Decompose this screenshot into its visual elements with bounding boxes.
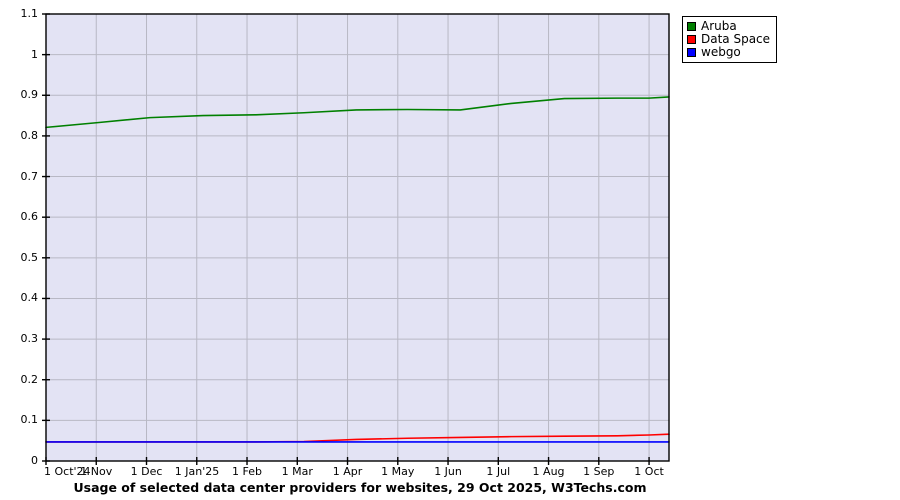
- y-axis-label: 0.3: [20, 332, 39, 346]
- y-axis-label: 0.8: [20, 128, 39, 142]
- x-axis-label: 1 Jan'25: [174, 465, 220, 478]
- y-axis-label: 0.2: [20, 372, 39, 386]
- y-axis-label: 0.7: [20, 169, 39, 183]
- x-axis-label: 1 Dec: [130, 465, 163, 478]
- y-axis-label: 0.6: [20, 210, 39, 224]
- y-axis-label: 1: [31, 47, 38, 61]
- legend-label: webgo: [701, 45, 741, 59]
- plot-border: [45, 13, 670, 462]
- x-axis-label: 1 Sep: [583, 465, 615, 478]
- plot-background: [46, 14, 669, 461]
- y-axis-label: 1.1: [20, 7, 39, 20]
- legend-swatch-icon: [687, 48, 696, 57]
- series-line-aruba: [45, 96, 670, 129]
- x-axis-label: 1 May: [381, 465, 415, 478]
- x-axis-label: 1 Aug: [532, 465, 565, 478]
- x-axis-label: 1 Oct: [634, 465, 664, 478]
- legend-item: Aruba: [687, 20, 770, 33]
- x-axis-label: 1 Jun: [434, 465, 462, 478]
- x-axis-label: 1 Jul: [486, 465, 511, 478]
- legend-swatch-icon: [687, 22, 696, 31]
- chart-legend: Aruba Data Space webgo: [682, 16, 778, 63]
- x-axis-label: 1 Apr: [332, 465, 363, 478]
- y-axis-label: 0.4: [20, 291, 39, 305]
- y-axis-label: 0.1: [20, 413, 39, 427]
- legend-item: webgo: [687, 46, 770, 59]
- x-axis-label: 1 Mar: [281, 465, 313, 478]
- legend-swatch-icon: [687, 35, 696, 44]
- y-axis-label: 0.5: [20, 250, 39, 264]
- chart-caption: Usage of selected data center providers …: [73, 480, 647, 495]
- y-axis-label: 0: [31, 454, 38, 467]
- y-axis-label: 0.9: [20, 88, 39, 102]
- x-axis-label: 1 Nov: [80, 465, 113, 478]
- x-axis-label: 1 Oct'24: [44, 465, 91, 478]
- legend-item: Data Space: [687, 33, 770, 46]
- legend-label: Data Space: [701, 32, 771, 46]
- legend-label: Aruba: [701, 19, 737, 33]
- x-axis-label: 1 Feb: [232, 465, 262, 478]
